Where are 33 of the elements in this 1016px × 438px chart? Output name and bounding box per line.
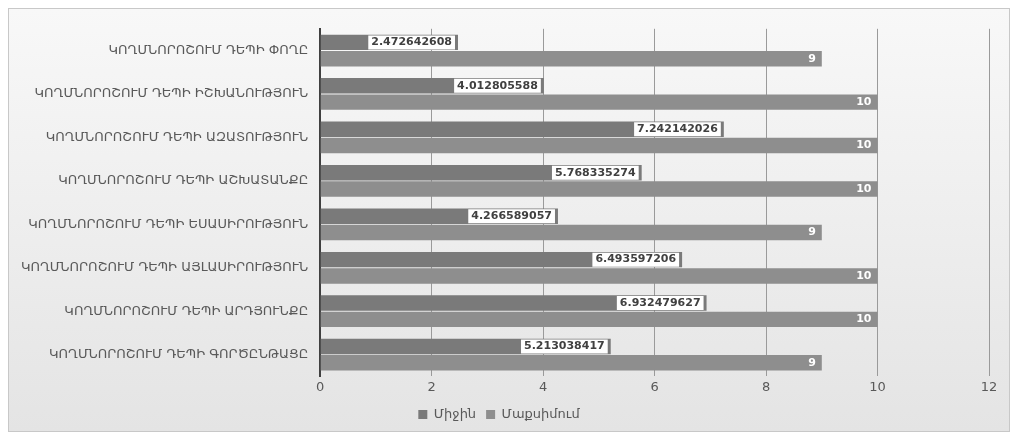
x-tick-label: 12	[980, 378, 998, 394]
x-tick-label: 8	[761, 378, 771, 394]
data-label: 4.012805588	[457, 78, 538, 92]
data-label: 5.768335274	[554, 165, 637, 179]
y-tick-label: ԿՈՂՄՆՈՐՈՇՈՒՄ ԴԵՊԻ ԱՅԼԱՍԻՐՈՒԹՅՈՒՆ	[20, 259, 309, 275]
data-label: 7.242142026	[637, 122, 719, 136]
y-tick-label: ԿՈՂՄՆՈՐՈՇՈՒՄ ԴԵՊԻ ԳՈՐԾԸՆԹԱՑԸ	[49, 346, 309, 362]
legend-label: Միջին	[433, 405, 477, 421]
data-label: 10	[856, 181, 872, 195]
data-label: 9	[808, 355, 816, 369]
data-label: 10	[856, 268, 872, 282]
x-tick-label: 0	[316, 378, 325, 394]
x-tick-label: 2	[427, 378, 436, 394]
data-label: 9	[808, 225, 816, 239]
data-label: 6.493597206	[595, 252, 677, 266]
data-label: 10	[856, 138, 872, 152]
x-tick-label: 4	[538, 378, 548, 394]
data-label: 10	[856, 312, 872, 326]
data-label: 4.266589057	[471, 209, 552, 223]
legend-label: Մաքսիմում	[501, 405, 581, 421]
x-tick-label: 6	[650, 378, 659, 394]
y-tick-label: ԿՈՂՄՆՈՐՈՇՈՒՄ ԴԵՊԻ ԱԶԱՏՈՒԹՅՈՒՆ	[45, 128, 309, 144]
y-tick-label: ԿՈՂՄՆՈՐՈՇՈՒՄ ԴԵՊԻ ՓՈՂԸ	[108, 41, 309, 57]
y-tick-label: ԿՈՂՄՆՈՐՈՇՈՒՄ ԴԵՊԻ ԱՐԴՅՈՒՆՔԸ	[64, 302, 309, 318]
x-tick-label: 10	[869, 378, 886, 394]
data-label: 6.932479627	[619, 295, 701, 309]
y-tick-label: ԿՈՂՄՆՈՐՈՇՈՒՄ ԴԵՊԻ ԱՇԽԱՏԱՆՔԸ	[58, 172, 309, 188]
y-tick-label: ԿՈՂՄՆՈՐՈՇՈՒՄ ԴԵՊԻ ԻՇԽԱՆՈՒԹՅՈՒՆ	[34, 85, 309, 101]
data-label: 10	[856, 94, 872, 108]
data-label: 5.213038417	[524, 339, 605, 353]
y-tick-label: ԿՈՂՄՆՈՐՈՇՈՒՄ ԴԵՊԻ ԵՍԱՍԻՐՈՒԹՅՈՒՆ	[28, 215, 309, 231]
data-label: 9	[808, 51, 816, 65]
data-label: 2.472642608	[371, 35, 452, 49]
